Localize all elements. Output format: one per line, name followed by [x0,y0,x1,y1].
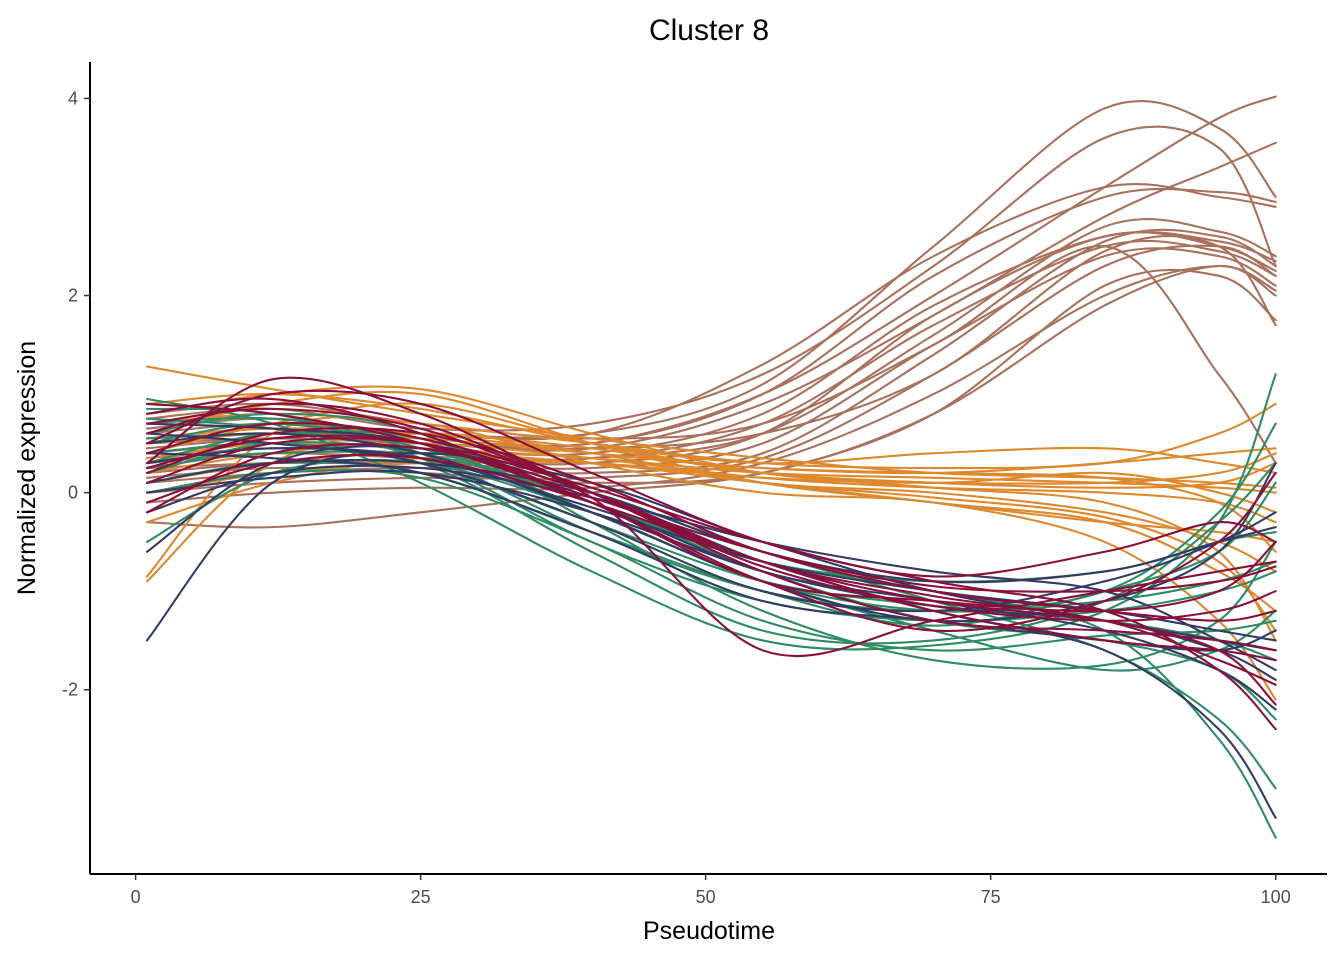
x-tick-label: 0 [131,887,141,907]
series-line-crimson-61 [145,426,1277,622]
x-axis-title: Pseudotime [643,917,775,945]
series-line-crimson-68 [145,434,1277,593]
series-line-brown-11 [145,244,1277,494]
x-axis-ticks: 0 25 50 75 100 [131,874,1291,907]
series-line-navy-54 [145,464,1277,672]
y-tick-label: 2 [68,286,78,306]
y-axis-ticks: -2 0 2 4 [62,88,90,700]
y-tick-label: 4 [68,88,78,108]
series-line-green-47 [145,450,1277,645]
series-line-brown-16 [145,245,1277,465]
chart-title: Cluster 8 [649,14,769,47]
series-line-brown-1 [145,99,1277,439]
series-line-brown-4 [145,183,1277,441]
y-tick-label: -2 [62,680,78,700]
series-line-brown-13 [145,268,1277,529]
series-lines [145,95,1277,839]
series-line-crimson-69 [145,407,1277,622]
series-line-green-45 [145,469,1277,652]
x-tick-label: 75 [981,887,1001,907]
x-tick-label: 25 [411,887,431,907]
series-line-crimson-64 [145,437,1277,578]
y-axis-title: Normalized expression [13,341,41,595]
series-line-brown-15 [145,235,1277,450]
y-tick-label: 0 [68,483,78,503]
series-line-crimson-66 [145,397,1277,613]
series-line-crimson-65 [145,421,1277,658]
series-line-brown-0 [145,125,1277,432]
x-tick-label: 50 [696,887,716,907]
x-tick-label: 100 [1261,887,1291,907]
series-line-orange-31 [145,441,1277,494]
series-line-navy-55 [145,432,1277,613]
series-line-orange-28 [145,385,1277,514]
series-line-crimson-67 [145,453,1277,662]
